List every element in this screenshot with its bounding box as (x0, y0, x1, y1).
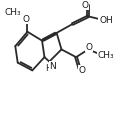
Text: O: O (23, 15, 30, 24)
Text: H: H (46, 64, 52, 73)
Text: CH₃: CH₃ (98, 51, 114, 60)
Text: OH: OH (99, 16, 113, 25)
Text: O: O (79, 66, 86, 75)
Text: CH₃: CH₃ (5, 8, 21, 17)
Text: N: N (49, 62, 56, 71)
Text: O: O (82, 1, 89, 10)
Text: O: O (85, 43, 92, 52)
